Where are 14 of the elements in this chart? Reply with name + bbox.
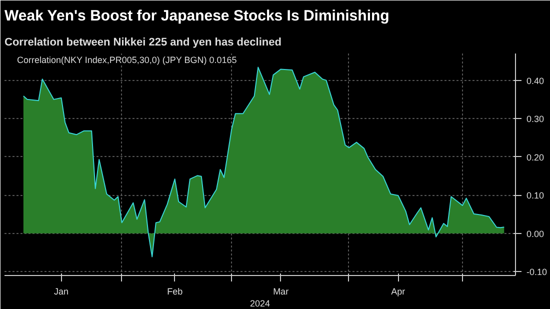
x-axis-title: 2024 <box>250 298 270 308</box>
y-tick-label: 0.40 <box>526 76 544 86</box>
text: Correlation(NKY Index,PR005,30,0) (JPY BGN) 0.0165 <box>17 55 237 65</box>
chart-title: Weak Yen's Boost for Japanese Stocks Is Diminishing <box>4 8 390 24</box>
y-tick-label: 0.10 <box>526 190 544 201</box>
y-tick-label: 0.00 <box>526 228 544 239</box>
x-tick-label: Apr <box>391 286 406 296</box>
y-tick-label: 0.20 <box>526 152 544 162</box>
chart-subtitle: Correlation between Nikkei 225 and yen has declined <box>4 36 282 48</box>
x-tick-label: Mar <box>273 286 289 296</box>
x-tick-label: Feb <box>167 286 183 296</box>
x-tick-label: Jan <box>54 286 69 296</box>
y-tick-label: 0.30 <box>526 114 544 124</box>
y-tick-label: -0.10 <box>526 267 548 278</box>
